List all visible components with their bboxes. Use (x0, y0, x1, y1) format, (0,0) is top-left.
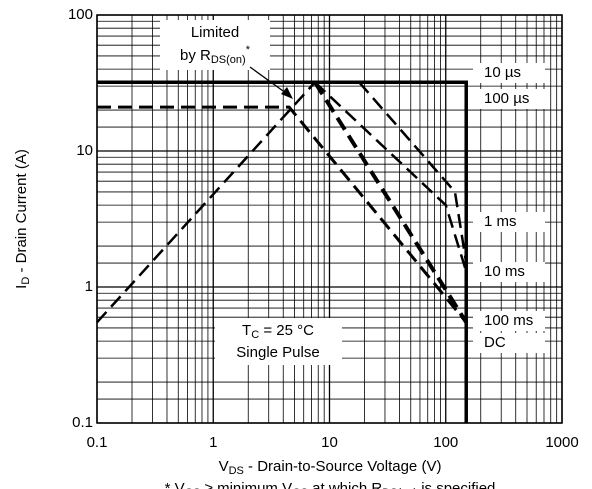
x-tick-label: 1 (209, 434, 217, 451)
condition-label: TC = 25 °C (242, 322, 314, 341)
y-axis-label-part: D (20, 277, 32, 285)
x-tick-label: 10 (321, 434, 338, 451)
curve (313, 81, 468, 324)
limit-label: by RDS(on)* (180, 44, 251, 66)
curve (358, 81, 468, 264)
condition-label-part: = 25 °C (259, 322, 314, 339)
x-axis-label-part: - Drain-to-Source Voltage (V) (244, 458, 442, 475)
plot-frame (96, 14, 563, 424)
x-tick-label: 0.1 (87, 434, 108, 451)
condition-label: Single Pulse (236, 344, 319, 361)
condition-label-part: T (242, 322, 251, 339)
curve (314, 81, 468, 272)
condition-label-part: C (251, 329, 259, 341)
curve-label: 10 µs (484, 64, 521, 81)
y-tick-label: 10 (76, 142, 93, 159)
x-tick-label: 100 (433, 434, 458, 451)
y-tick-label: 0.1 (72, 414, 93, 431)
y-axis-label: ID - Drain Current (A) (13, 149, 32, 289)
curve-label-bg (473, 89, 545, 109)
arrow-head (281, 87, 293, 99)
curve (97, 105, 468, 324)
x-axis-label-part: V (219, 458, 229, 475)
footnote-part: at which R (308, 480, 382, 489)
y-tick-label: 100 (68, 6, 93, 23)
footnote-part: is specified (417, 480, 495, 489)
y-axis-label-part: - Drain Current (A) (13, 149, 30, 277)
y-axis-label-part: I (13, 285, 30, 289)
curve-label: 100 ms (484, 312, 533, 329)
arrow-line (249, 66, 291, 97)
curve-label: 100 µs (484, 90, 529, 107)
curve-label-bg (473, 262, 545, 282)
footnote-part: DS(on) (382, 487, 417, 489)
curve (96, 81, 316, 324)
footnote-part: GS (185, 487, 201, 489)
y-tick-label: 1 (85, 278, 93, 295)
curve (97, 80, 468, 423)
limit-label-part: by R (180, 47, 211, 64)
x-axis-label: VDS - Drain-to-Source Voltage (V) (219, 458, 442, 477)
x-axis-label-part: DS (229, 465, 244, 477)
footnote-part: ≥ minimum V (201, 480, 293, 489)
curve-label: 1 ms (484, 213, 517, 230)
curve-label-bg (473, 311, 545, 331)
curve-label: 10 ms (484, 263, 525, 280)
limit-label: Limited (191, 24, 239, 41)
footnote-part: GS (292, 487, 308, 489)
footnote: * VGS ≥ minimum VGS at which RDS(on) is … (165, 480, 496, 489)
footnote-part: * V (165, 480, 185, 489)
condition-box (215, 318, 342, 365)
curve-label-bg (473, 333, 545, 353)
limit-box (160, 20, 270, 70)
curve-label: DC (484, 334, 506, 351)
limit-label-part: * (246, 44, 251, 56)
curve-label-bg (473, 63, 545, 83)
x-tick-label: 1000 (545, 434, 578, 451)
curve-label-bg (473, 212, 545, 232)
limit-label-part: DS(on) (211, 54, 246, 66)
